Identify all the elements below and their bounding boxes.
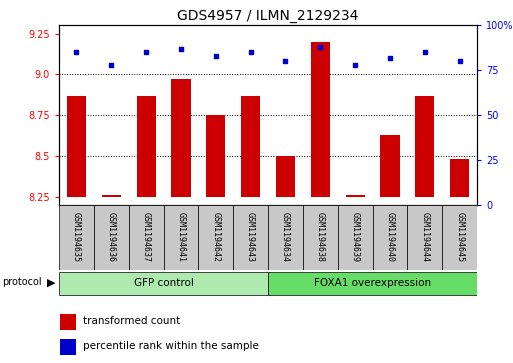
Bar xyxy=(415,96,435,197)
Bar xyxy=(94,205,129,270)
Text: ▶: ▶ xyxy=(47,277,56,287)
Bar xyxy=(102,195,121,197)
Point xyxy=(456,58,464,64)
Text: GSM1194638: GSM1194638 xyxy=(316,212,325,262)
Bar xyxy=(372,205,407,270)
Bar xyxy=(450,159,469,197)
Point xyxy=(316,44,324,50)
Text: GSM1194637: GSM1194637 xyxy=(142,212,151,262)
Bar xyxy=(136,96,155,197)
Text: GSM1194644: GSM1194644 xyxy=(420,212,429,262)
Bar xyxy=(303,205,338,270)
Point xyxy=(72,49,81,55)
Bar xyxy=(276,156,295,197)
Point xyxy=(247,49,255,55)
Bar xyxy=(59,205,94,270)
Bar xyxy=(67,96,86,197)
Point xyxy=(177,46,185,52)
Text: GFP control: GFP control xyxy=(133,278,193,288)
Bar xyxy=(311,42,330,197)
Text: protocol: protocol xyxy=(3,277,42,287)
Text: GSM1194641: GSM1194641 xyxy=(176,212,185,262)
Bar xyxy=(233,205,268,270)
Bar xyxy=(61,339,76,355)
Text: GSM1194634: GSM1194634 xyxy=(281,212,290,262)
Point xyxy=(212,53,220,59)
Point xyxy=(351,62,359,68)
Point xyxy=(281,58,289,64)
Bar xyxy=(442,205,477,270)
Bar xyxy=(206,115,225,197)
Text: percentile rank within the sample: percentile rank within the sample xyxy=(83,341,259,351)
Point xyxy=(142,49,150,55)
Point xyxy=(386,55,394,61)
Title: GDS4957 / ILMN_2129234: GDS4957 / ILMN_2129234 xyxy=(177,9,359,23)
Bar xyxy=(199,205,233,270)
Point xyxy=(107,62,115,68)
Bar xyxy=(268,205,303,270)
Text: GSM1194635: GSM1194635 xyxy=(72,212,81,262)
Bar xyxy=(381,135,400,197)
Bar xyxy=(268,272,477,295)
Bar xyxy=(129,205,164,270)
Bar xyxy=(407,205,442,270)
Bar xyxy=(164,205,199,270)
Bar xyxy=(61,314,76,330)
Text: GSM1194643: GSM1194643 xyxy=(246,212,255,262)
Bar xyxy=(171,79,190,197)
Text: transformed count: transformed count xyxy=(83,317,180,326)
Bar xyxy=(59,272,268,295)
Bar xyxy=(338,205,372,270)
Text: GSM1194645: GSM1194645 xyxy=(455,212,464,262)
Bar xyxy=(241,96,260,197)
Text: FOXA1 overexpression: FOXA1 overexpression xyxy=(314,278,431,288)
Point xyxy=(421,49,429,55)
Text: GSM1194636: GSM1194636 xyxy=(107,212,116,262)
Text: GSM1194639: GSM1194639 xyxy=(351,212,360,262)
Text: GSM1194640: GSM1194640 xyxy=(385,212,394,262)
Text: GSM1194642: GSM1194642 xyxy=(211,212,220,262)
Bar xyxy=(346,195,365,197)
